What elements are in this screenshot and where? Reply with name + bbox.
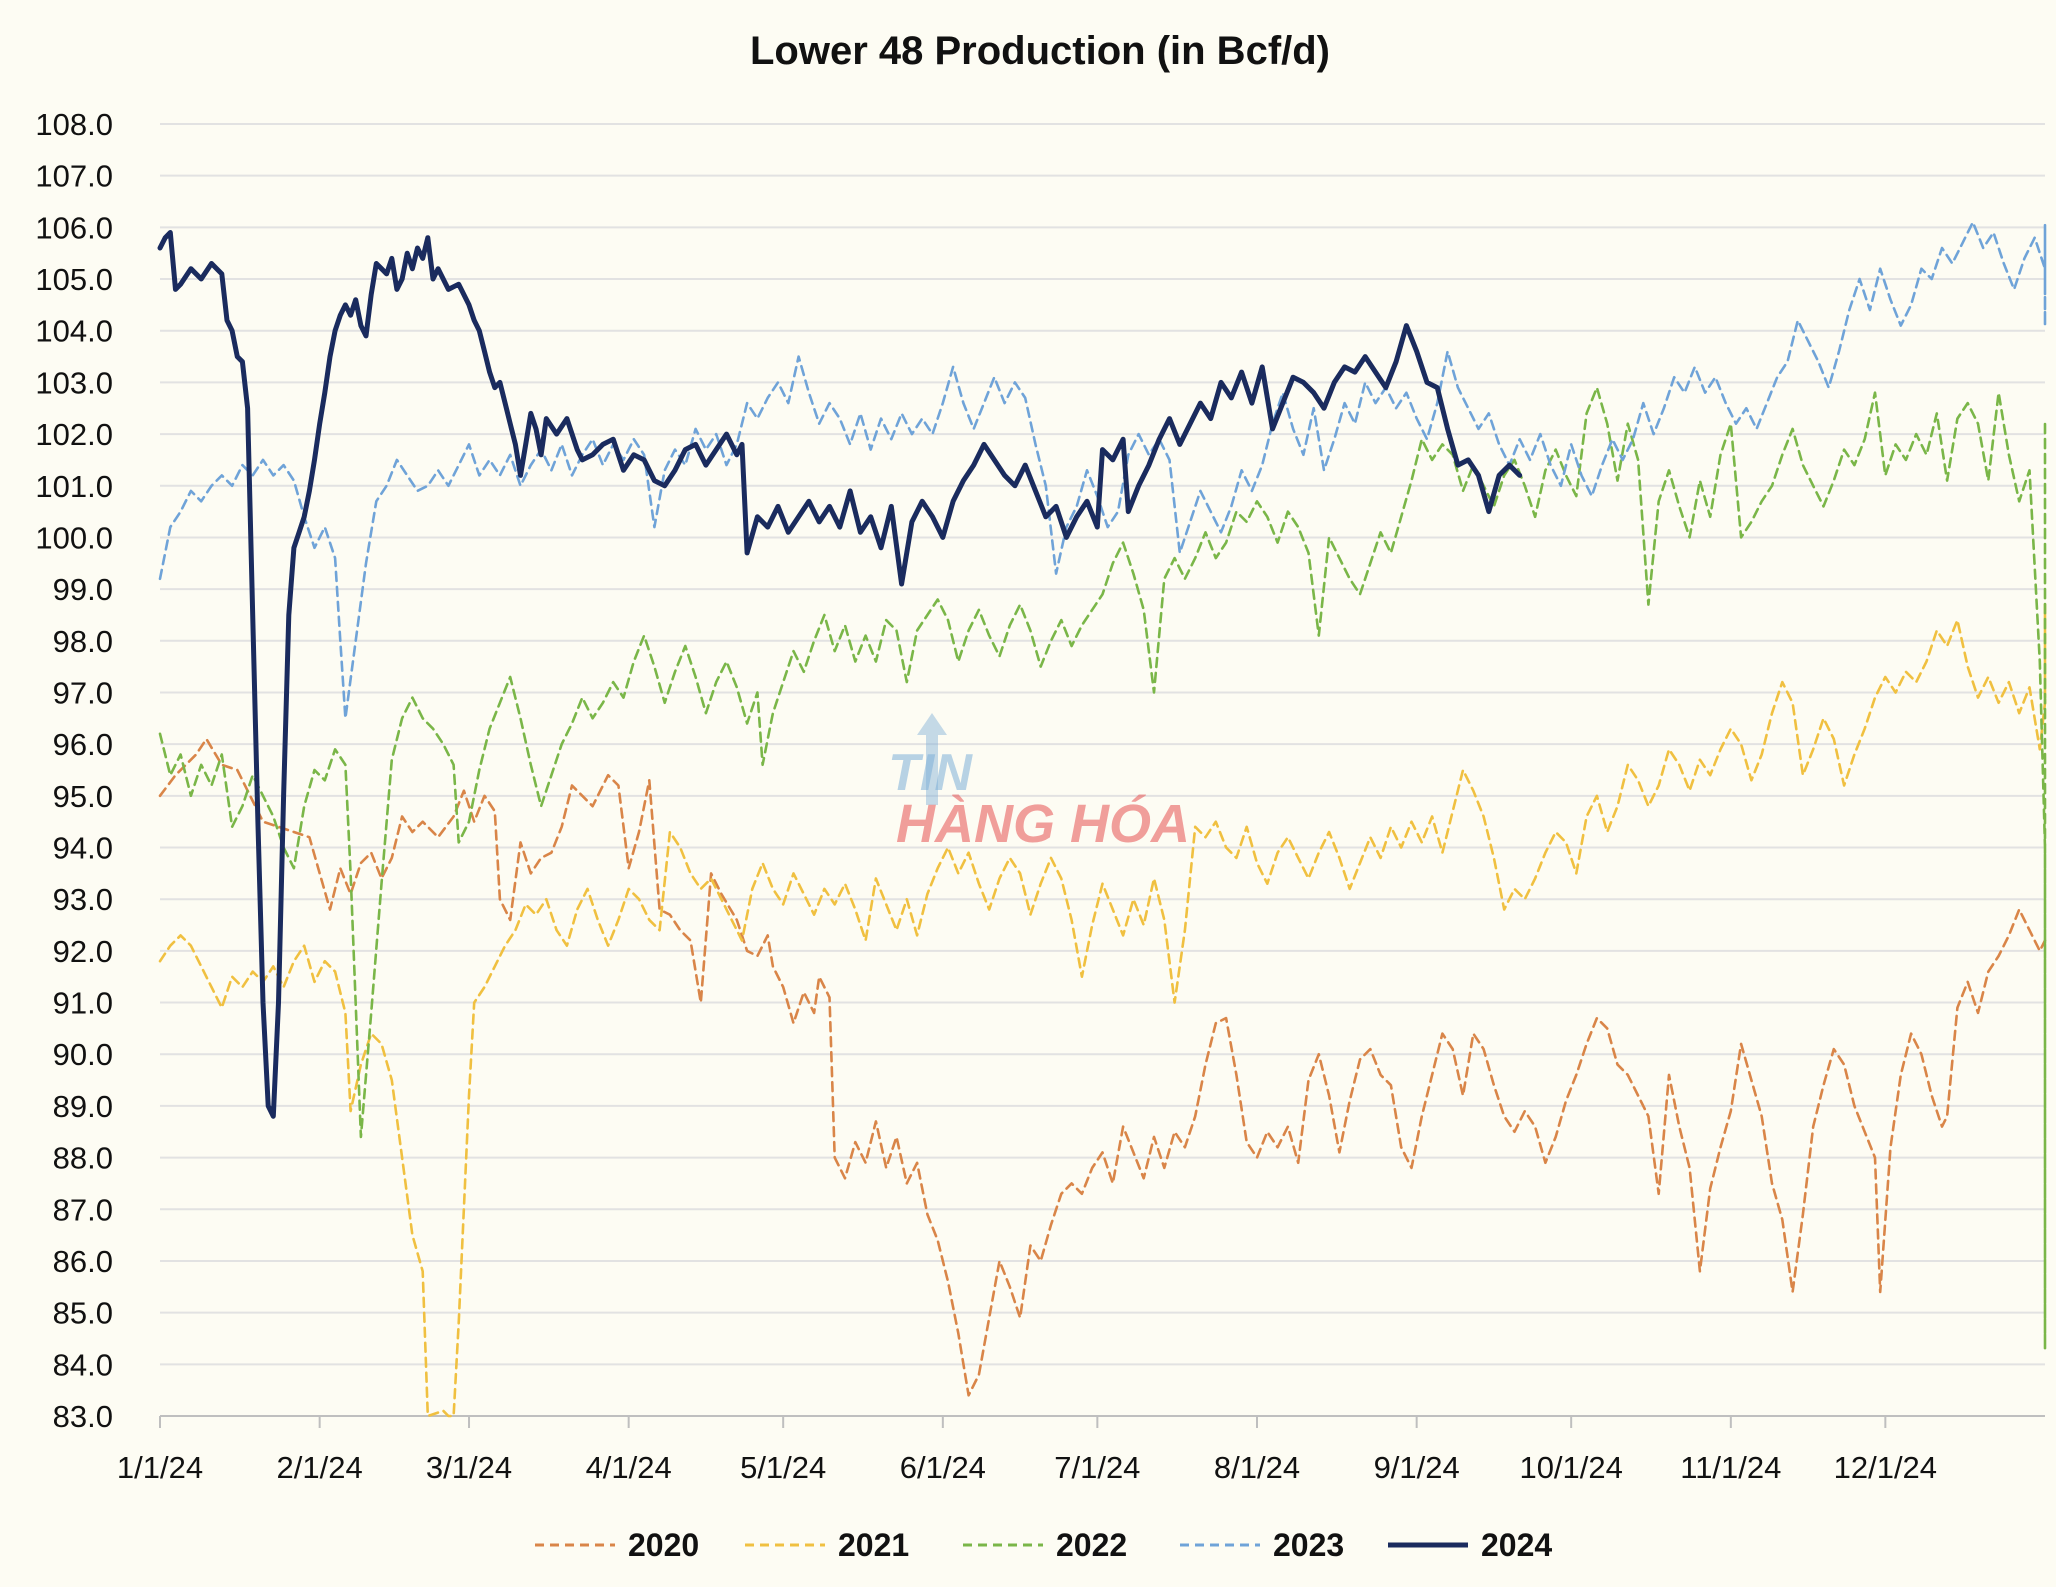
y-tick-label: 99.0 [53,572,113,607]
y-tick-label: 93.0 [53,882,113,917]
legend: 2020 2021 2022 2023 2024 [535,1527,1552,1563]
watermark-line-1: TIN [888,744,973,802]
series-line-2022 [158,386,2047,1351]
y-tick-label: 90.0 [53,1037,113,1072]
series-line-2020 [158,737,2047,1397]
y-tick-label: 107.0 [35,159,113,194]
x-tick-label: 6/1/24 [900,1450,986,1485]
y-tick-label: 86.0 [53,1244,113,1279]
y-tick-label: 108.0 [35,107,113,142]
y-axis-ticks: 83.0 84.0 85.0 86.0 87.0 88.0 89.0 90.0 91.0 92.0… [35,107,113,1434]
y-tick-label: 98.0 [53,624,113,659]
y-tick-label: 100.0 [35,520,113,555]
y-tick-label: 83.0 [53,1399,113,1434]
x-tick-label: 12/1/24 [1834,1450,1937,1485]
x-tick-label: 2/1/24 [277,1450,363,1485]
y-tick-label: 87.0 [53,1192,113,1227]
y-tick-label: 94.0 [53,831,113,866]
y-tick-label: 97.0 [53,675,113,710]
y-tick-label: 85.0 [53,1296,113,1331]
y-tick-label: 84.0 [53,1347,113,1382]
series-line-2021 [158,603,2047,1418]
watermark-line-2: HÀNG HÓA [896,794,1190,854]
chart-title: Lower 48 Production (in Bcf/d) [750,29,1330,73]
x-tick-label: 7/1/24 [1054,1450,1140,1485]
x-tick-label: 3/1/24 [426,1450,512,1485]
x-tick-label: 4/1/24 [586,1450,672,1485]
x-tick-label: 10/1/24 [1519,1450,1622,1485]
y-tick-label: 96.0 [53,727,113,762]
x-axis-ticks: 1/1/24 2/1/24 3/1/24 4/1/24 5/1/24 6/1/24 7/1/… [117,1416,1937,1485]
y-tick-label: 95.0 [53,779,113,814]
legend-label-2021: 2021 [838,1527,909,1563]
watermark: TIN HÀNG HÓA [888,713,1190,854]
y-tick-label: 103.0 [35,365,113,400]
legend-label-2022: 2022 [1056,1527,1127,1563]
y-tick-label: 101.0 [35,469,113,504]
legend-label-2023: 2023 [1273,1527,1344,1563]
series-line-2024 [157,230,1523,1119]
x-tick-label: 5/1/24 [740,1450,826,1485]
y-tick-label: 102.0 [35,417,113,452]
x-tick-label: 8/1/24 [1214,1450,1300,1485]
y-tick-label: 92.0 [53,934,113,969]
watermark-arrow-icon [917,713,947,805]
y-tick-label: 88.0 [53,1141,113,1176]
legend-label-2020: 2020 [628,1527,699,1563]
y-tick-label: 104.0 [35,314,113,349]
y-tick-label: 91.0 [53,986,113,1021]
y-tick-label: 105.0 [35,262,113,297]
x-tick-label: 11/1/24 [1680,1450,1781,1485]
legend-label-2024: 2024 [1481,1527,1552,1563]
x-tick-label: 1/1/24 [117,1450,203,1485]
grid [160,123,2045,1366]
y-tick-label: 89.0 [53,1089,113,1124]
y-tick-label: 106.0 [35,210,113,245]
series-lines [157,220,2047,1418]
x-tick-label: 9/1/24 [1374,1450,1460,1485]
series-line-2023 [158,220,2047,720]
